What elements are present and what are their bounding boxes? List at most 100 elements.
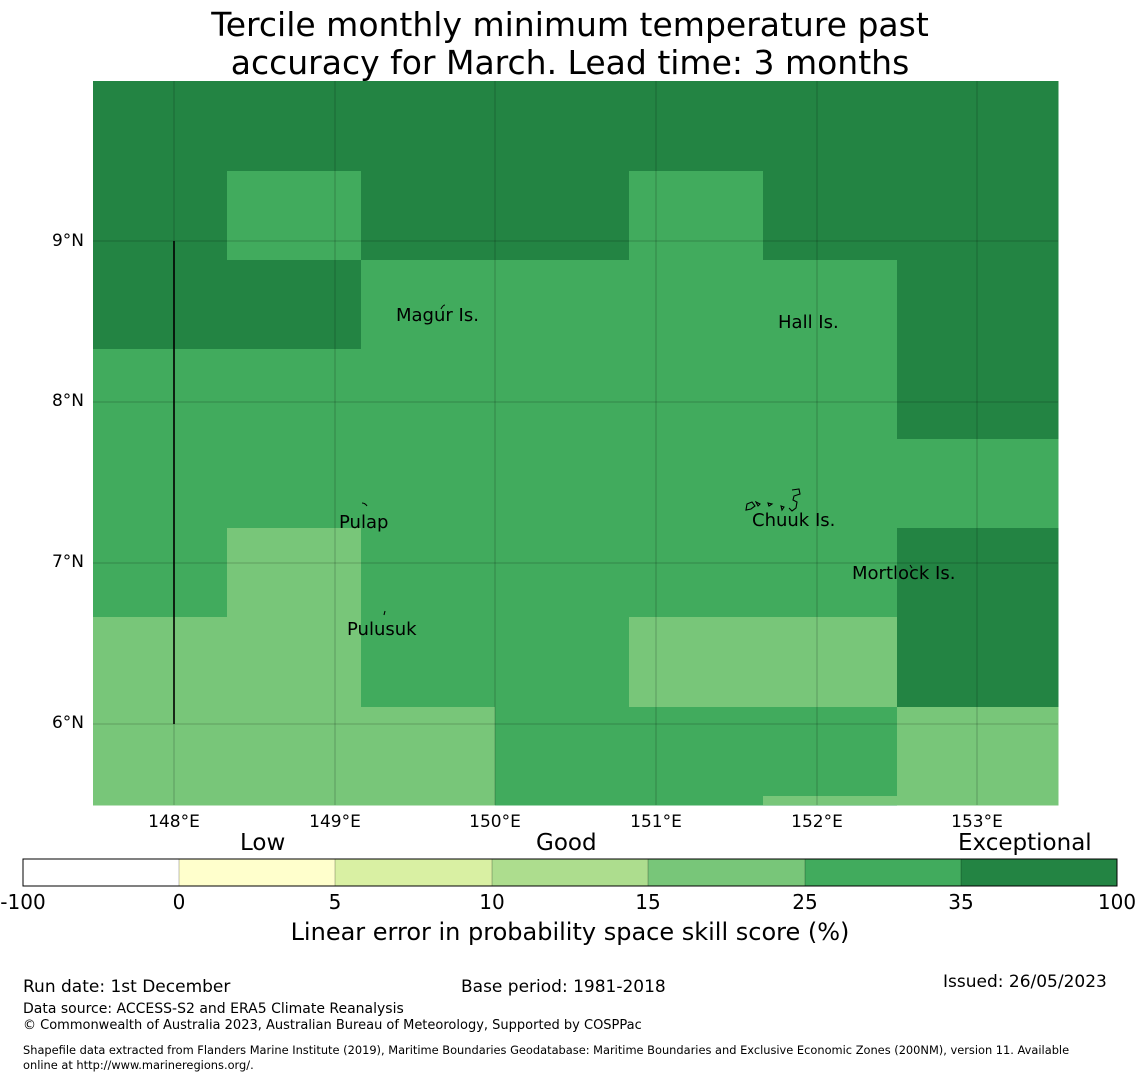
data-source: Data source: ACCESS-S2 and ERA5 Climate … <box>23 1001 404 1017</box>
shapefile-credit-line-1: Shapefile data extracted from Flanders M… <box>23 1043 1070 1057</box>
grid-cell-r5-c4 <box>629 528 764 618</box>
colorbar-tick-minus100: -100 <box>0 890 46 914</box>
grid-cell-r0-c1 <box>227 81 362 172</box>
colorbar-segment-neg <box>23 859 179 886</box>
run-date: Run date: 1st December <box>23 977 231 997</box>
island-label-hall: Hall Is. <box>778 312 839 333</box>
grid-cell-r7-c4 <box>629 707 764 806</box>
grid-cell-r0-c6 <box>897 81 1059 172</box>
grid-cell-r2-c0 <box>93 260 228 350</box>
grid-cell-r2-c2 <box>361 260 496 350</box>
grid-cell-r1-c4 <box>629 171 764 261</box>
grid-cell-r5-c5 <box>763 528 898 618</box>
colorbar-segment-0-5 <box>179 859 335 886</box>
grid-cell-r0-c3 <box>495 81 630 172</box>
skill-grid <box>93 81 1059 806</box>
grid-cell-r1-c0 <box>93 171 228 261</box>
colorbar-tick-5: 5 <box>328 890 342 914</box>
grid-cell-r2-c6 <box>897 260 1059 350</box>
base-period: Base period: 1981-2018 <box>461 977 666 997</box>
lon-tick-153: 153°E <box>951 812 1003 832</box>
copyright: © Commonwealth of Australia 2023, Austra… <box>23 1018 642 1033</box>
chuuk-islet-2 <box>754 500 761 507</box>
grid-cell-r6-c1 <box>227 617 362 708</box>
grid-cell-r0-c0 <box>93 81 228 172</box>
mortlock-island-shape <box>909 564 913 569</box>
grid-cell-r7-c0 <box>93 707 228 806</box>
island-label-pulap: Pulap <box>339 512 389 533</box>
island-label-mortlock: Mortlock Is. <box>852 563 956 584</box>
grid-cell-r6-c3 <box>495 617 630 708</box>
colorbar-category-good: Good <box>536 830 597 856</box>
colorbar-segment-5-10 <box>335 859 492 886</box>
chuuk-islet-4 <box>780 505 785 512</box>
grid-cell-r7-c5 <box>763 707 898 806</box>
grid-cell-r3-c1 <box>227 349 362 440</box>
issued-date: Issued: 26/05/2023 <box>943 972 1107 992</box>
grid-cell-r1-c3 <box>495 171 630 261</box>
shapefile-credit-line-2: online at http://www.marineregions.org/. <box>23 1058 254 1072</box>
title-line-1: Tercile monthly minimum temperature past <box>211 5 929 44</box>
grid-cell-r7-c6 <box>897 707 1059 806</box>
grid-cell-r6-c6 <box>897 617 1059 708</box>
grid-cell-r3-c3 <box>495 349 630 440</box>
colorbar-segment-25-35 <box>805 859 961 886</box>
grid-cell-r4-c5 <box>763 439 898 529</box>
magur-island-shape <box>440 304 446 310</box>
colorbar-tick-100: 100 <box>1097 890 1137 914</box>
colorbar-label: Linear error in probability space skill … <box>290 918 850 946</box>
lon-tick-152: 152°E <box>791 812 843 832</box>
grid-cell-r5-c2 <box>361 528 496 618</box>
lat-tick-6: 6°N <box>51 713 84 733</box>
grid-cell-r1-c2 <box>361 171 496 261</box>
colorbar-tick-25: 25 <box>792 890 818 914</box>
grid-cell-r3-c4 <box>629 349 764 440</box>
grid-cell-r6-c2 <box>361 617 496 708</box>
island-label-magur: Magur Is. <box>396 305 479 326</box>
grid-cell-r2-c3 <box>495 260 630 350</box>
chuuk-lagoon-shape <box>788 488 801 512</box>
grid-cell-r3-c2 <box>361 349 496 440</box>
title-line-2: accuracy for March. Lead time: 3 months <box>230 43 910 82</box>
chuuk-islet-1 <box>745 501 756 511</box>
colorbar-outline <box>22 858 1118 887</box>
grid-cell-r3-c6 <box>897 349 1059 440</box>
grid-cell-r7-c2 <box>361 707 496 806</box>
grid-cell-r5-c6 <box>897 528 1059 618</box>
grid-cell-r4-c6 <box>897 439 1059 529</box>
colorbar-category-low: Low <box>240 830 286 856</box>
grid-cell-r6-c4 <box>629 617 764 708</box>
gridlines <box>93 81 1058 805</box>
grid-cell-r2-c5 <box>763 260 898 350</box>
grid-cell-r4-c0 <box>93 439 228 529</box>
grid-cell-r7-c3 <box>495 707 630 806</box>
lon-tick-149: 149°E <box>309 812 361 832</box>
grid-cell-r4-c2 <box>361 439 496 529</box>
grid-cell-patch <box>763 796 897 805</box>
grid-cell-r1-c6 <box>897 171 1059 261</box>
colorbar <box>22 858 1118 887</box>
grid-cell-r4-c1 <box>227 439 362 529</box>
grid-cell-r4-c3 <box>495 439 630 529</box>
lon-tick-151: 151°E <box>630 812 682 832</box>
grid-cell-r4-c4 <box>629 439 764 529</box>
grid-cell-r1-c5 <box>763 171 898 261</box>
grid-cell-r5-c3 <box>495 528 630 618</box>
grid-cell-r2-c4 <box>629 260 764 350</box>
island-shapes <box>361 304 913 616</box>
lat-tick-8: 8°N <box>51 391 84 411</box>
grid-cell-r3-c5 <box>763 349 898 440</box>
grid-cell-r0-c5 <box>763 81 898 172</box>
colorbar-tick-35: 35 <box>948 890 974 914</box>
grid-cell-r5-c0 <box>93 528 228 618</box>
island-label-pulusuk: Pulusuk <box>347 619 417 640</box>
grid-cell-r1-c1 <box>227 171 362 261</box>
colorbar-category-exceptional: Exceptional <box>958 830 1092 856</box>
grid-cell-r2-c1 <box>227 260 362 350</box>
lat-tick-9: 9°N <box>51 231 84 251</box>
lon-tick-150: 150°E <box>469 812 521 832</box>
colorbar-segment-10-15 <box>492 859 648 886</box>
colorbar-segment-15-25 <box>648 859 805 886</box>
grid-cell-r5-c1 <box>227 528 362 618</box>
